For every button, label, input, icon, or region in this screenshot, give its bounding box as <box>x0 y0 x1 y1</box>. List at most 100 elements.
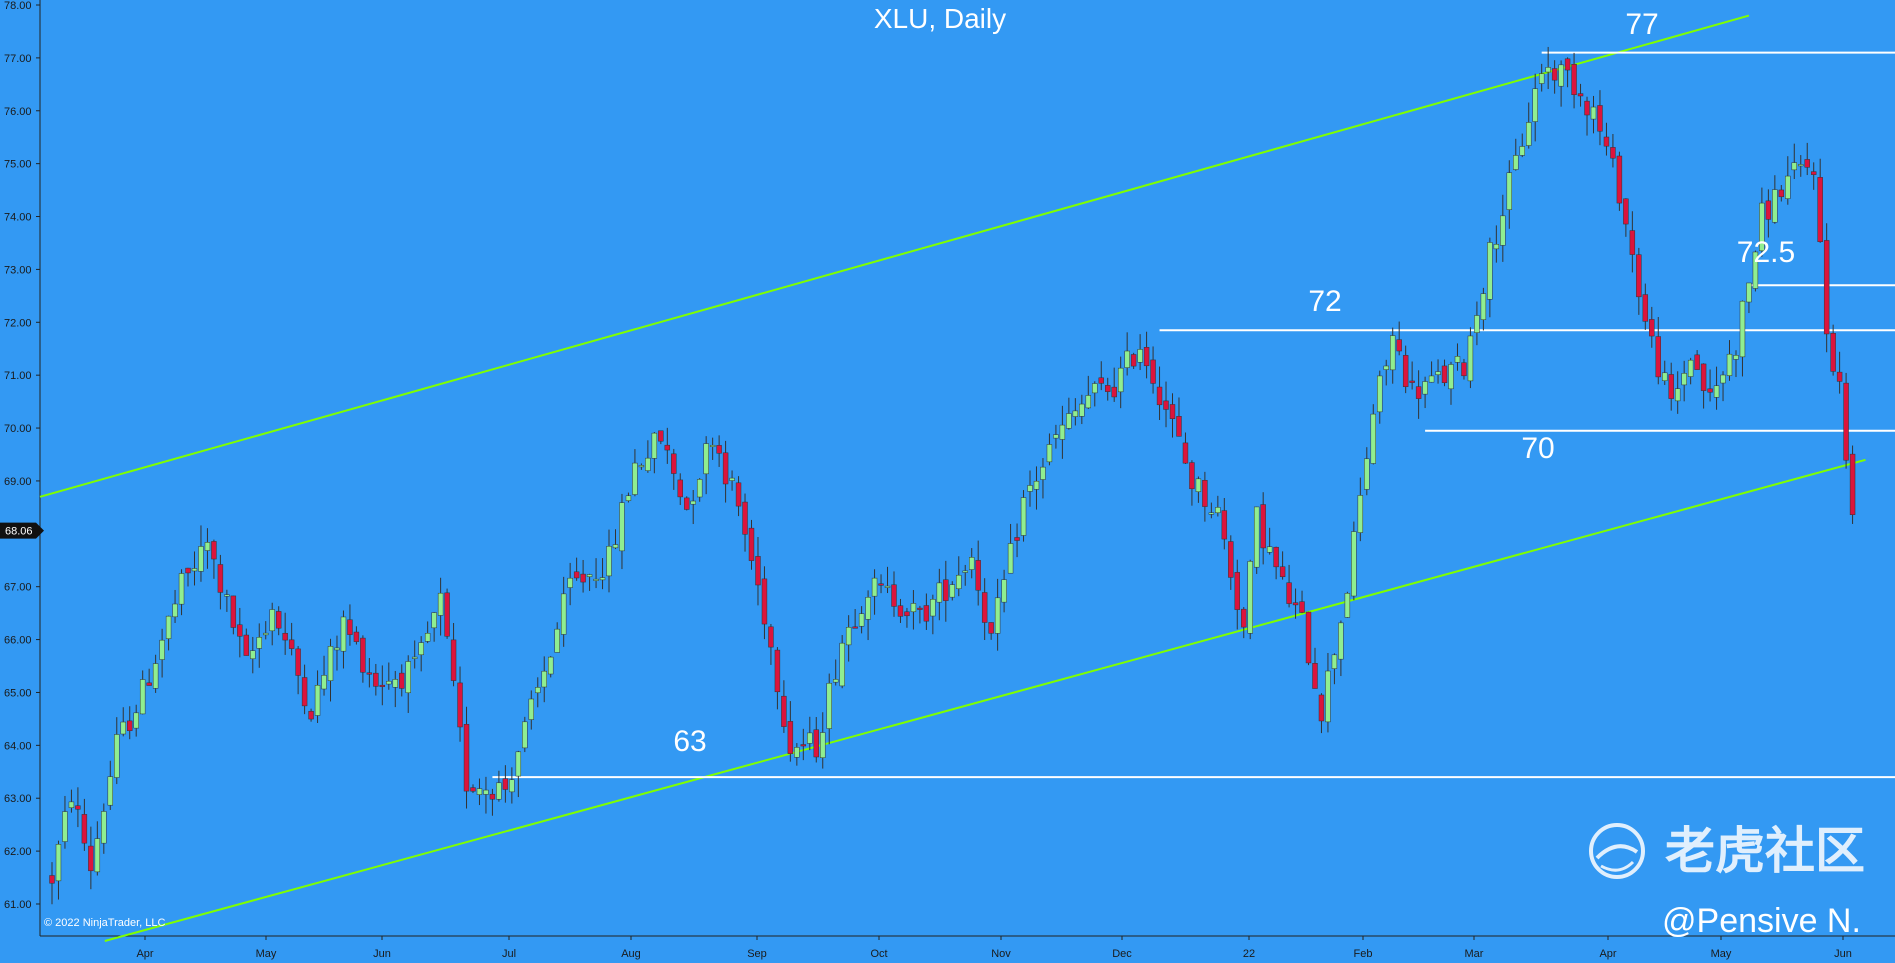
candle-body-down <box>664 444 671 451</box>
candle <box>386 662 392 690</box>
y-tick-label: 64.00 <box>4 740 32 752</box>
candle-body-up <box>1085 395 1092 409</box>
candle-body-up <box>541 670 547 688</box>
candle <box>1286 564 1292 608</box>
candle-body-up <box>269 609 275 632</box>
candle <box>722 440 729 503</box>
candle <box>101 803 107 854</box>
candle-body-down <box>1603 136 1610 147</box>
candle-body-down <box>1150 359 1156 384</box>
last-price-tag: 68.06 <box>0 522 44 539</box>
candle <box>923 593 930 630</box>
candle-body-up <box>1733 355 1739 360</box>
y-tick-label: 63.00 <box>4 793 32 805</box>
x-tick-label: 22 <box>1243 948 1255 960</box>
candle-body-down <box>975 560 981 591</box>
candle-body-down <box>1105 385 1111 392</box>
candle-body-down <box>88 845 94 872</box>
candle <box>1318 693 1325 734</box>
candle <box>1079 394 1085 425</box>
candle-body-up <box>1752 251 1759 289</box>
candle <box>282 612 288 655</box>
candle-body-up <box>1532 88 1538 122</box>
candle-body-down <box>1163 400 1169 410</box>
candle <box>735 476 742 517</box>
candle <box>1778 184 1785 202</box>
level-label-72.5: 72.5 <box>1737 236 1795 269</box>
candle <box>619 493 625 570</box>
candle-body-up <box>114 734 120 778</box>
candle <box>1798 155 1804 177</box>
candle <box>858 606 865 634</box>
candle <box>204 528 211 569</box>
candle <box>1422 376 1428 409</box>
candle-body-up <box>807 732 813 744</box>
candle <box>1169 393 1176 438</box>
candle-body-down <box>379 684 386 687</box>
candle-body-up <box>586 574 593 577</box>
candle <box>314 670 321 723</box>
candle <box>1564 57 1571 88</box>
candle <box>1299 590 1305 614</box>
candle <box>748 519 755 570</box>
candle-body-down <box>1299 601 1305 613</box>
candle-body-up <box>1247 561 1253 634</box>
candle <box>476 778 483 806</box>
candle-body-down <box>457 682 463 728</box>
candle-body-down <box>1843 382 1849 461</box>
candle <box>845 615 852 662</box>
candle <box>1331 653 1338 685</box>
candle-body-up <box>1215 507 1221 514</box>
candle-body-up <box>1033 480 1040 490</box>
candle-body-up <box>1046 444 1053 463</box>
candle <box>353 626 360 645</box>
candle-body-down <box>470 787 476 792</box>
candle <box>127 706 133 740</box>
candle-body-down <box>1551 68 1558 81</box>
candle <box>522 716 528 753</box>
candle <box>295 646 301 695</box>
candle-body-down <box>658 430 664 442</box>
candle <box>1584 96 1590 136</box>
candle-body-up <box>1713 385 1720 398</box>
candle-body-up <box>198 546 204 572</box>
candle-body-up <box>709 444 716 447</box>
candle-body-down <box>1260 504 1266 549</box>
candle <box>509 767 515 804</box>
candle <box>1383 359 1389 386</box>
candle-body-up <box>599 577 606 581</box>
candle-body-up <box>949 584 955 598</box>
candle-body-up <box>133 712 139 729</box>
candle-body-down <box>1176 416 1182 437</box>
y-tick-label: 78.00 <box>4 0 32 12</box>
candle-body-up <box>411 656 418 659</box>
candle <box>956 556 962 597</box>
candle <box>1156 366 1163 420</box>
candle <box>774 647 781 710</box>
candle <box>146 668 152 686</box>
candle <box>159 628 165 678</box>
y-tick-label: 69.00 <box>4 476 32 488</box>
candle <box>1435 359 1441 384</box>
candle <box>75 787 81 828</box>
candle-body-down <box>1804 159 1810 168</box>
candle <box>1415 370 1422 419</box>
candle <box>684 496 690 511</box>
candle-body-down <box>742 501 748 535</box>
candle-body-up <box>62 811 68 842</box>
candle-body-down <box>1765 200 1772 220</box>
candle <box>1402 345 1409 394</box>
candle-body-up <box>1383 365 1389 370</box>
y-tick-label: 66.00 <box>4 635 32 647</box>
candle-body-down <box>768 626 774 648</box>
candle-body-up <box>826 682 832 729</box>
candle <box>515 750 522 798</box>
candle-body-up <box>865 597 871 620</box>
candle-body-up <box>548 656 554 675</box>
candle <box>1338 620 1344 677</box>
y-tick-label: 72.00 <box>4 317 32 329</box>
candle <box>1182 432 1189 465</box>
candle-body-down <box>1221 510 1228 540</box>
candle-body-down <box>1655 336 1661 378</box>
